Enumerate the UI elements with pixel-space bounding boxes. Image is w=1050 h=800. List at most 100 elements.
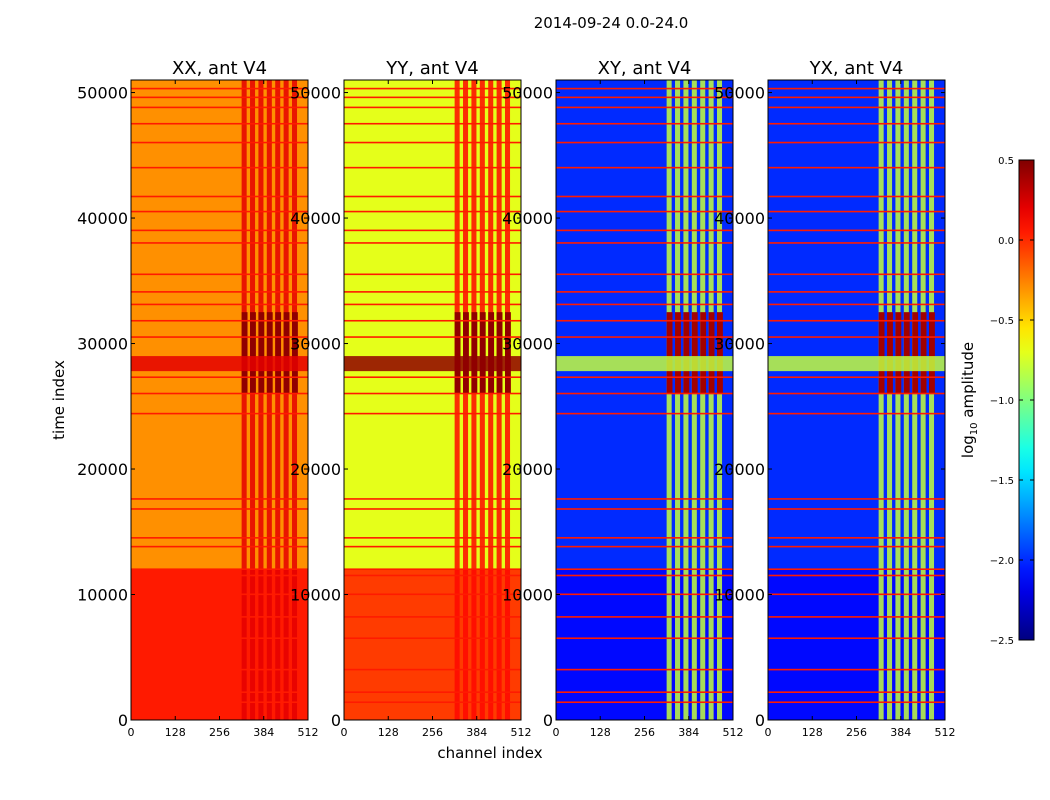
flag-row: [556, 141, 733, 144]
colorbar-tick-label: −1.0: [990, 396, 1014, 407]
flag-row: [556, 106, 733, 109]
flag-row: [344, 273, 521, 276]
hot-channel-stripe: [887, 80, 893, 720]
rfi-patch: [258, 312, 265, 394]
hot-channel-stripe: [928, 80, 935, 720]
rfi-patch: [708, 312, 715, 394]
panel-title: XX, ant V4: [172, 58, 267, 79]
flag-row: [556, 616, 733, 618]
colorbar-tick-label: −2.0: [990, 556, 1014, 567]
y-tick-label: 0: [331, 711, 341, 730]
colorbar-tick-label: 0.0: [998, 236, 1014, 247]
flag-row: [131, 392, 308, 395]
colorbar-tick-label: −1.5: [990, 476, 1014, 487]
flag-row: [768, 122, 945, 125]
y-tick-label: 10000: [502, 586, 553, 605]
flag-row: [131, 195, 308, 198]
rfi-patch: [463, 312, 469, 394]
x-tick-label: 384: [466, 726, 487, 739]
flag-row: [556, 392, 733, 395]
flag-row: [131, 593, 308, 596]
flag-row: [556, 229, 733, 232]
rfi-patch: [691, 312, 698, 394]
flag-row: [131, 96, 308, 99]
flag-row: [768, 593, 945, 596]
hot-channel-stripe: [275, 80, 281, 720]
hot-channel-stripe: [488, 80, 494, 720]
x-tick-label: 512: [723, 726, 744, 739]
panel-3: XY, ant V4 0 128 256 384 512 0 10000 20000 30000 4…: [502, 58, 743, 739]
colorbar: 0.5 0.0 −0.5 −1.0 −1.5 −2.0 −2.5 log10 amplitud…: [959, 156, 1035, 647]
colorbar-tick-label: 0.5: [998, 156, 1014, 167]
flag-row: [344, 701, 521, 704]
flag-row: [556, 291, 733, 293]
hot-channel-stripe: [675, 80, 681, 720]
flag-row: [768, 106, 945, 109]
flag-row: [768, 303, 945, 306]
y-tick-label: 0: [118, 711, 128, 730]
rfi-patch: [887, 312, 893, 394]
flag-row: [344, 303, 521, 306]
flag-row: [344, 412, 521, 415]
x-tick-label: 256: [846, 726, 867, 739]
rfi-patch: [895, 312, 902, 394]
x-tick-label: 384: [253, 726, 274, 739]
x-tick-label: 0: [128, 726, 135, 739]
flag-row: [344, 336, 521, 338]
flag-row: [131, 273, 308, 276]
flag-row: [131, 210, 308, 213]
heatmap-image: [344, 80, 521, 720]
hot-channel-stripe: [691, 80, 697, 720]
y-tick-label: 10000: [290, 586, 341, 605]
flag-row: [131, 691, 308, 693]
panel-title: XY, ant V4: [598, 58, 692, 79]
flag-row: [131, 291, 308, 293]
hot-channel-stripe: [895, 80, 901, 720]
flag-row: [131, 574, 308, 577]
flag-row: [556, 568, 733, 571]
strong-time-band: [556, 356, 733, 372]
x-tick-label: 256: [209, 726, 230, 739]
flag-row: [556, 242, 733, 244]
flag-row: [768, 87, 945, 90]
rfi-patch: [266, 312, 273, 394]
flag-row: [131, 242, 308, 244]
hot-channel-stripe: [463, 80, 469, 720]
flag-row: [556, 210, 733, 213]
y-tick-label: 30000: [290, 335, 341, 354]
flag-row: [131, 336, 308, 338]
flag-row: [768, 545, 945, 548]
hot-channel-stripe: [479, 80, 485, 720]
y-axis-label: time index: [50, 360, 68, 440]
flag-row: [556, 508, 733, 510]
rfi-patch: [928, 312, 935, 394]
heatmap-low-region: [344, 569, 521, 720]
flag-row: [556, 691, 733, 693]
rfi-patch: [675, 312, 681, 394]
rfi-patch: [700, 312, 707, 394]
hot-channel-stripe: [291, 80, 298, 720]
flag-row: [556, 87, 733, 90]
y-tick-label: 40000: [502, 209, 553, 228]
x-tick-label: 256: [422, 726, 443, 739]
strong-time-band: [344, 356, 521, 372]
flag-row: [344, 616, 521, 618]
flag-row: [768, 498, 945, 500]
flag-row: [768, 616, 945, 618]
flag-row: [344, 210, 521, 213]
y-tick-label: 30000: [714, 335, 765, 354]
y-tick-label: 50000: [290, 84, 341, 103]
y-tick-label: 40000: [290, 209, 341, 228]
hot-channel-stripe: [454, 80, 460, 720]
y-tick-label: 0: [755, 711, 765, 730]
rfi-patch: [920, 312, 927, 394]
hot-channel-stripe: [903, 80, 909, 720]
flag-row: [768, 537, 945, 539]
heatmap-low-region: [768, 569, 945, 720]
panel-2: YY, ant V4 0 128 256 384 512 0 10000 20000 30000 4…: [290, 58, 531, 739]
x-tick-label: 0: [341, 726, 348, 739]
hot-channel-stripe: [258, 80, 264, 720]
rfi-patch: [241, 312, 248, 394]
flag-row: [131, 701, 308, 704]
rfi-patch: [903, 312, 910, 394]
